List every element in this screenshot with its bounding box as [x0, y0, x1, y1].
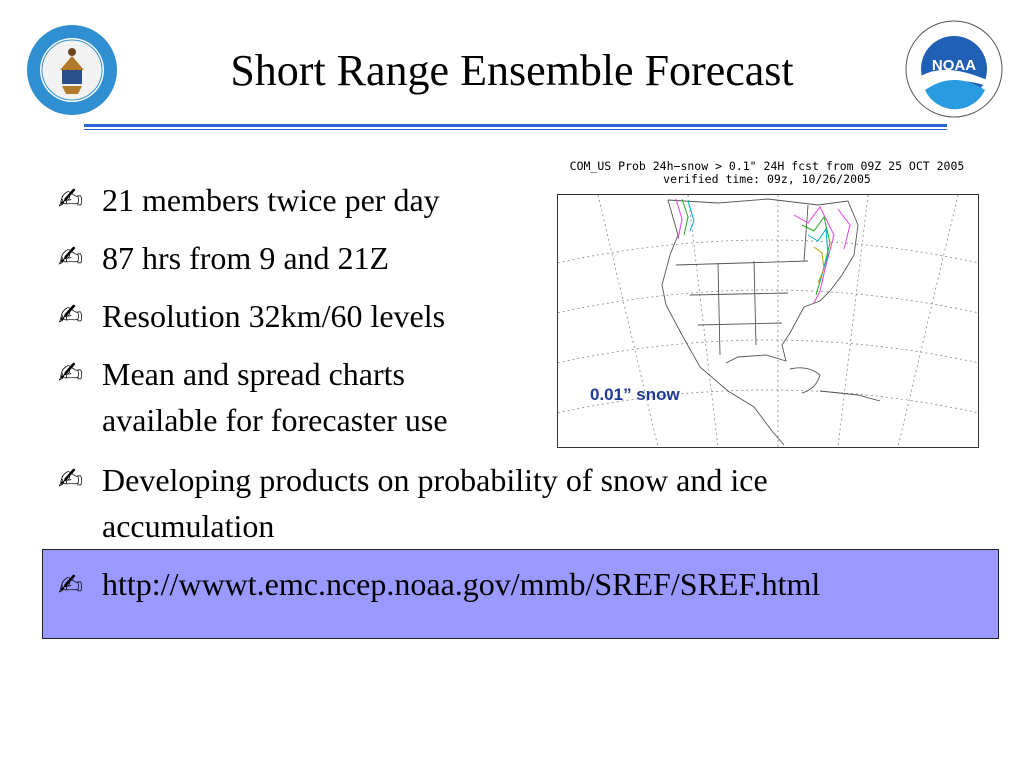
writing-hand-icon: ✍	[58, 240, 84, 275]
map-caption-line2: verified time: 09z, 10/26/2005	[663, 172, 871, 186]
bullet-text-line: Developing products on probability of sn…	[102, 462, 768, 498]
bullet-text: Resolution 32km/60 levels	[102, 298, 446, 334]
snow-probability-map	[557, 194, 979, 448]
sref-url-link[interactable]: http://wwwt.emc.ncep.noaa.gov/mmb/SREF/S…	[102, 566, 821, 602]
writing-hand-icon: ✍	[58, 568, 84, 603]
title-rule-thin	[84, 129, 947, 130]
map-caption: COM_US Prob 24h−snow > 0.1" 24H fcst fro…	[557, 160, 977, 186]
slide-title: Short Range Ensemble Forecast	[230, 46, 794, 95]
bullet-text-line: accumulation	[102, 508, 275, 544]
writing-hand-icon: ✍	[58, 182, 84, 217]
map-graphic	[558, 195, 978, 447]
bullet-text-line: Mean and spread charts	[102, 356, 405, 392]
bullet-text: 21 members twice per day	[102, 182, 440, 218]
noaa-logo-icon: NOAA	[905, 20, 1003, 118]
title-rule-thick	[84, 124, 947, 127]
snow-annotation: 0.01” snow	[590, 385, 680, 404]
bullet-text: 87 hrs from 9 and 21Z	[102, 240, 390, 276]
bullet-text-line: available for forecaster use	[102, 402, 448, 438]
writing-hand-icon: ✍	[58, 298, 84, 333]
bullet-text: Developing products on probability of sn…	[102, 457, 768, 549]
url-bullet: ✍ http://wwwt.emc.ncep.noaa.gov/mmb/SREF/…	[58, 564, 820, 606]
url-highlight-box	[42, 549, 999, 639]
map-caption-line1: COM_US Prob 24h−snow > 0.1" 24H fcst fro…	[569, 159, 965, 173]
bullet-text: Mean and spread charts available for fore…	[102, 351, 448, 443]
writing-hand-icon: ✍	[58, 356, 84, 391]
noaa-center-text: NOAA	[932, 57, 976, 74]
writing-hand-icon: ✍	[58, 462, 84, 497]
department-of-commerce-seal-icon	[27, 25, 117, 115]
